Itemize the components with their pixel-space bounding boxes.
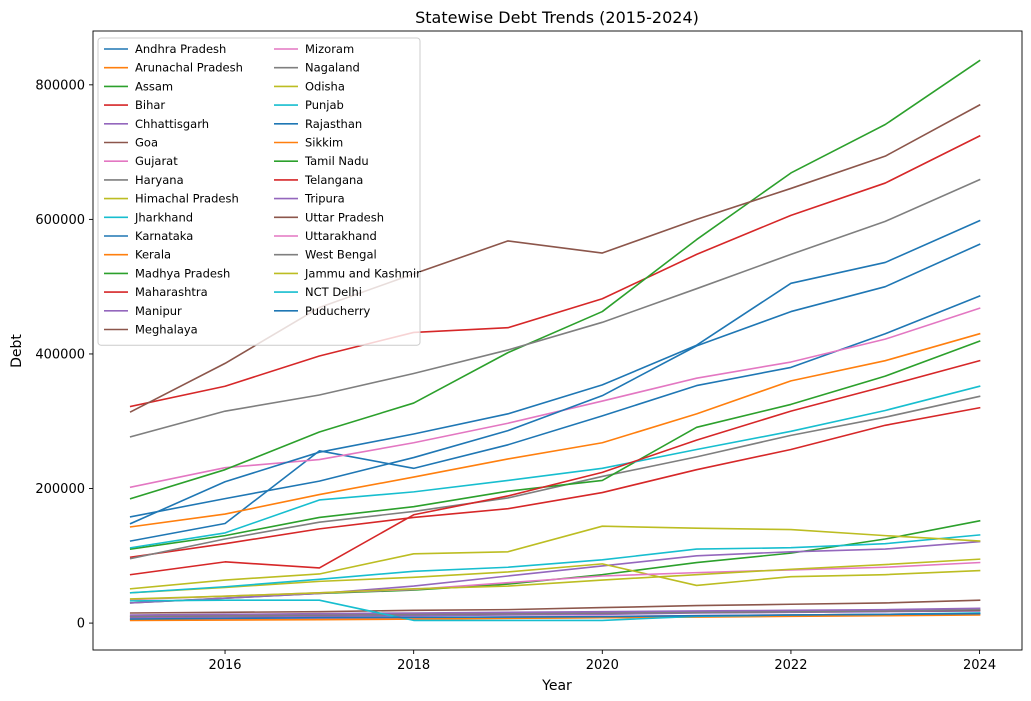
legend-label-meghalaya: Meghalaya	[135, 323, 198, 337]
x-tick-label: 2024	[963, 658, 996, 673]
legend-label-mizoram: Mizoram	[305, 42, 354, 56]
series-line-puducherry	[129, 612, 981, 620]
legend: Andhra Pradesh Arunachal Pradesh Assam Biha…	[97, 37, 421, 346]
legend-label-haryana: Haryana	[135, 173, 184, 187]
x-axis-title: Year	[541, 678, 572, 694]
legend-label-goa: Goa	[135, 136, 158, 150]
series-line-maharashtra	[129, 134, 981, 408]
series-line-himachal-pradesh	[129, 563, 981, 594]
legend-label-madhya-pradesh: Madhya Pradesh	[135, 266, 230, 280]
legend-label-punjab: Punjab	[305, 98, 344, 112]
legend-label-assam: Assam	[135, 79, 173, 93]
series-line-karnataka	[129, 243, 981, 518]
x-tick-label: 2016	[208, 658, 241, 673]
legend-label-sikkim: Sikkim	[305, 136, 343, 150]
y-tick-label: 600000	[35, 213, 85, 228]
series-line-jammu-and-kashmir	[129, 558, 981, 600]
legend-label-nagaland: Nagaland	[305, 61, 360, 75]
legend-label-andhra-pradesh: Andhra Pradesh	[135, 42, 226, 56]
legend-label-tamil-nadu: Tamil Nadu	[304, 154, 369, 168]
series-line-gujarat	[129, 307, 981, 489]
series-line-telangana	[129, 359, 981, 576]
series-line-rajasthan	[129, 219, 981, 525]
x-tick-label: 2020	[586, 658, 619, 673]
legend-box	[97, 37, 421, 346]
plot-area	[129, 59, 981, 622]
series-line-chhattisgarh	[129, 540, 981, 604]
legend-label-jammu-and-kashmir: Jammu and Kashmir	[304, 266, 421, 280]
legend-label-west-bengal: West Bengal	[305, 248, 377, 262]
series-line-goa	[129, 599, 981, 614]
legend-label-odisha: Odisha	[305, 79, 345, 93]
series-line-tripura	[129, 607, 981, 616]
legend-label-nct-delhi: NCT Delhi	[305, 285, 362, 299]
y-tick-label: 200000	[35, 482, 85, 497]
y-tick-label: 800000	[35, 78, 85, 93]
y-tick-label: 400000	[35, 347, 85, 362]
series-line-jharkhand	[129, 534, 981, 594]
legend-label-bihar: Bihar	[135, 98, 165, 112]
series-line-punjab	[129, 385, 981, 549]
series-line-odisha	[129, 525, 981, 590]
series-lines	[129, 59, 981, 622]
legend-label-puducherry: Puducherry	[305, 304, 371, 318]
legend-label-kerala: Kerala	[135, 248, 171, 262]
x-tick-label: 2018	[397, 658, 430, 673]
legend-label-rajasthan: Rajasthan	[305, 117, 362, 131]
legend-label-karnataka: Karnataka	[135, 229, 193, 243]
x-tick-label: 2022	[774, 658, 807, 673]
legend-label-manipur: Manipur	[135, 304, 182, 318]
series-line-kerala	[129, 332, 981, 528]
legend-label-himachal-pradesh: Himachal Pradesh	[135, 192, 239, 206]
series-line-madhya-pradesh	[129, 340, 981, 550]
axes: 2016 2018 2020 2022 2024 0 200000 400000 600000 8…	[35, 30, 1023, 673]
legend-label-uttarakhand: Uttarakhand	[305, 229, 377, 243]
legend-label-chhattisgarh: Chhattisgarh	[135, 117, 209, 131]
series-line-haryana	[129, 395, 981, 560]
chart-title: Statewise Debt Trends (2015-2024)	[415, 8, 699, 27]
legend-label-telangana: Telangana	[304, 173, 363, 187]
legend-label-jharkhand: Jharkhand	[134, 210, 193, 224]
legend-label-maharashtra: Maharashtra	[135, 285, 208, 299]
series-line-nagaland	[129, 608, 981, 618]
y-tick-label: 0	[77, 617, 85, 632]
series-line-sikkim	[129, 614, 981, 622]
series-line-west-bengal	[129, 178, 981, 438]
legend-label-tripura: Tripura	[304, 192, 345, 206]
series-line-tamil-nadu	[129, 59, 981, 500]
y-axis-title: Debt	[9, 334, 25, 368]
plot-frame	[92, 30, 1023, 651]
legend-label-uttar-pradesh: Uttar Pradesh	[305, 210, 384, 224]
legend-label-gujarat: Gujarat	[135, 154, 178, 168]
legend-label-arunachal-pradesh: Arunachal Pradesh	[135, 61, 243, 75]
series-line-bihar	[129, 406, 981, 559]
